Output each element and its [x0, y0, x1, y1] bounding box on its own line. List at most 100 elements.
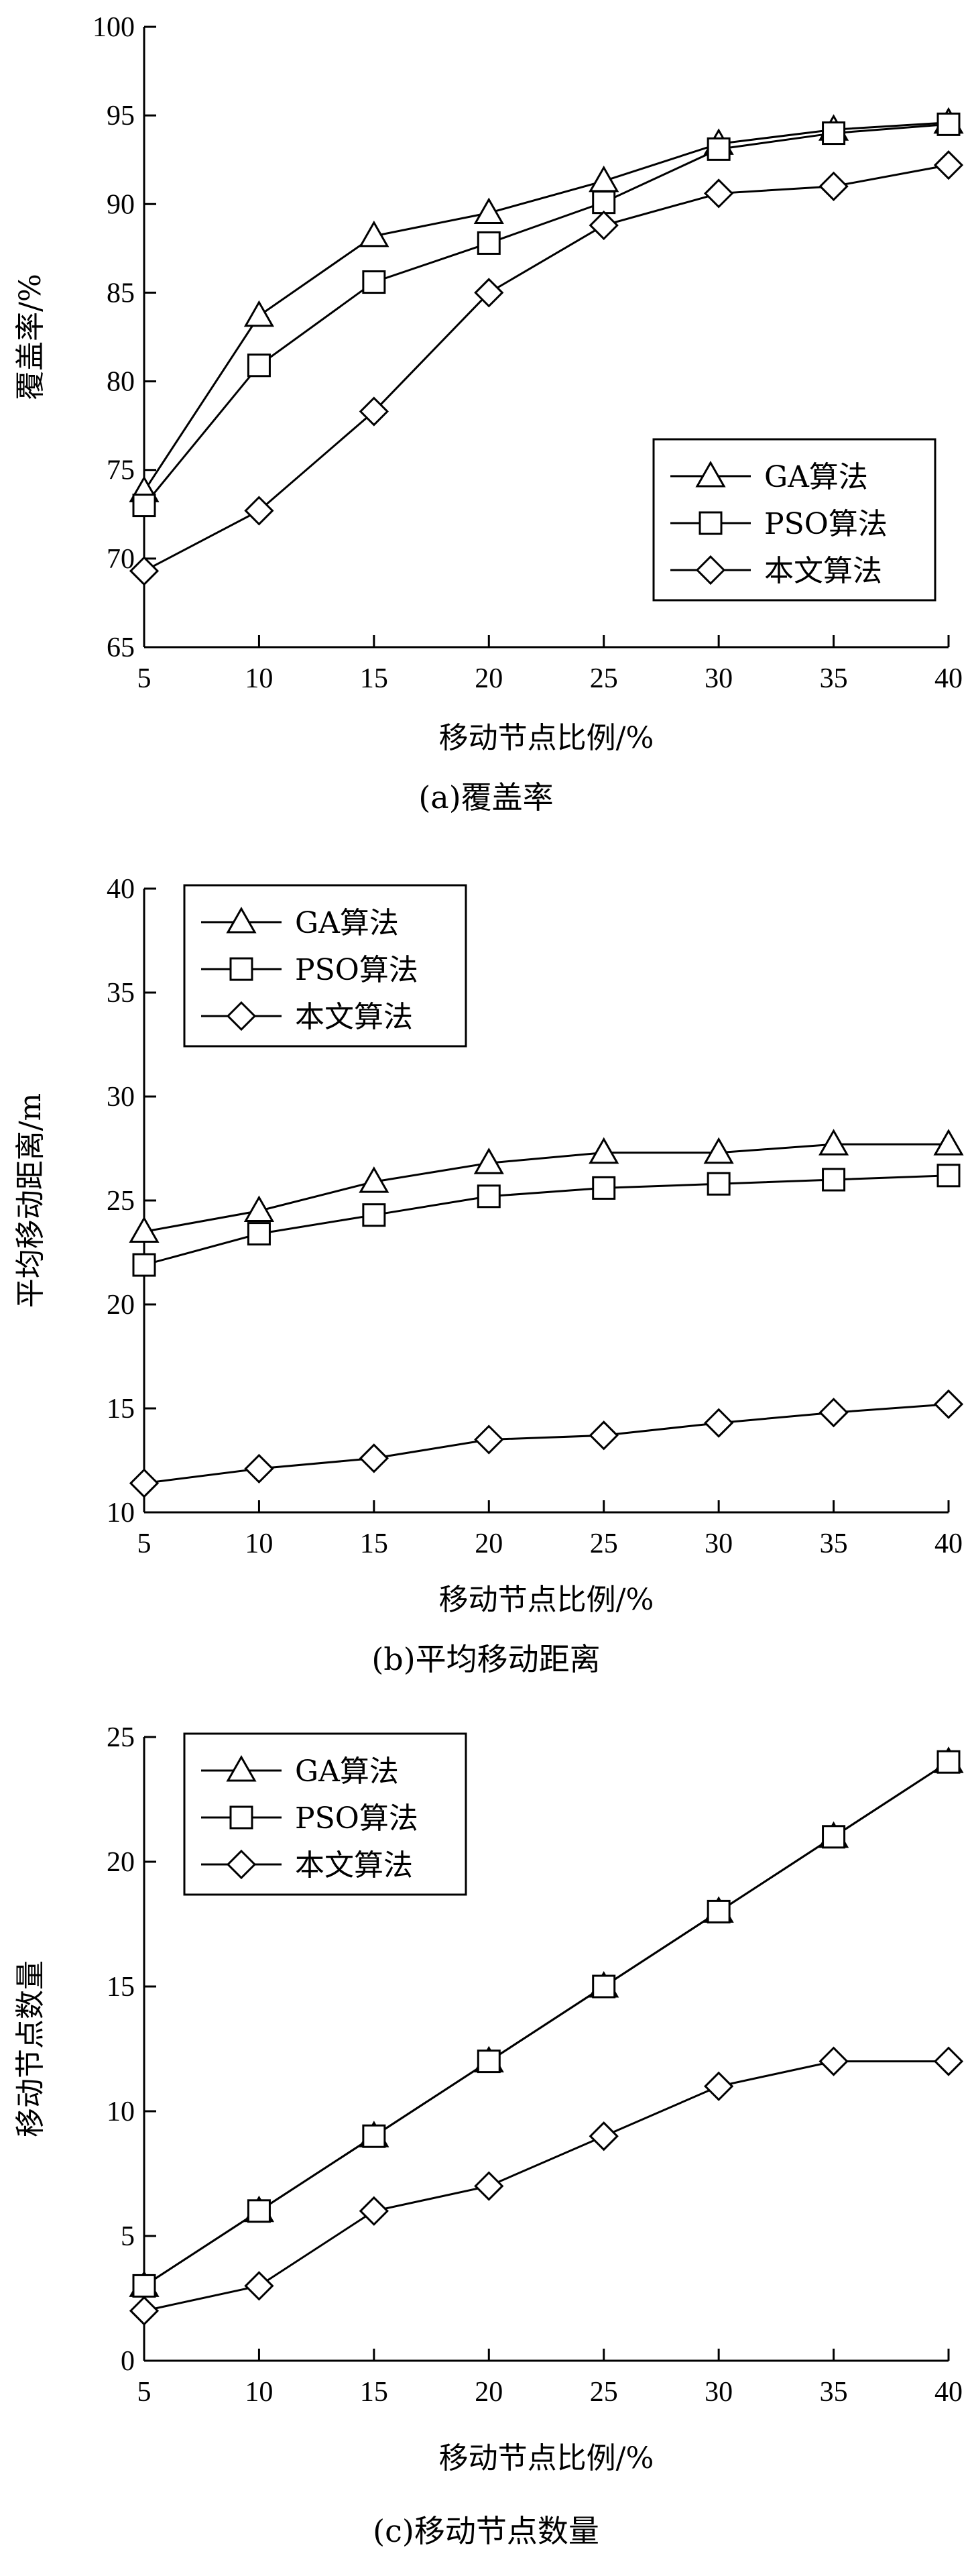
data-point-series-3	[474, 278, 504, 308]
legend-label: GA算法	[764, 460, 868, 494]
x-tick-label: 25	[590, 1528, 618, 1559]
data-point-series-2	[247, 353, 271, 378]
y-tick-label: 75	[107, 455, 135, 486]
data-point-series-2	[707, 137, 731, 161]
y-tick-label: 0	[121, 2346, 135, 2377]
data-point-series-2	[132, 494, 156, 518]
y-tick-label: 100	[93, 12, 135, 43]
y-tick-label: 90	[107, 189, 135, 220]
legend-label: PSO算法	[295, 1801, 418, 1836]
x-tick-label: 15	[360, 1528, 388, 1559]
x-tick-label: 30	[705, 663, 733, 694]
chart-caption: (c)移动节点数量	[373, 2513, 599, 2549]
x-tick-label: 30	[705, 1528, 733, 1559]
data-point-series-3	[359, 396, 389, 427]
data-point-series-1	[818, 1129, 849, 1156]
legend-marker	[226, 1849, 257, 1880]
y-tick-label: 15	[107, 1972, 135, 2003]
data-point-series-2	[707, 1172, 731, 1196]
data-point-series-3	[589, 1420, 619, 1451]
data-point-series-2	[247, 2199, 271, 2223]
chart-caption: (a)覆盖率	[418, 779, 553, 816]
data-point-series-3	[819, 1398, 849, 1428]
y-tick-label: 35	[107, 978, 135, 1009]
legend-marker	[226, 1754, 257, 1782]
data-point-series-3	[244, 1453, 274, 1484]
data-point-series-2	[592, 190, 616, 215]
y-axis-title: 平均移动距离/m	[13, 1093, 48, 1308]
y-axis-title: 移动节点数量	[13, 1960, 48, 2137]
data-point-series-3	[244, 2271, 274, 2301]
y-tick-label: 80	[107, 367, 135, 398]
y-tick-label: 40	[107, 874, 135, 905]
x-tick-label: 25	[590, 663, 618, 694]
legend-label: 本文算法	[764, 554, 882, 588]
data-point-series-2	[822, 1825, 846, 1849]
x-tick-label: 40	[934, 1528, 963, 1559]
legend-marker	[695, 555, 726, 585]
x-tick-label: 35	[820, 663, 848, 694]
x-tick-label: 20	[475, 2377, 503, 2408]
data-point-series-2	[477, 1184, 501, 1209]
x-tick-label: 5	[137, 2377, 151, 2408]
x-tick-label: 30	[705, 2377, 733, 2408]
legend-marker	[229, 1805, 253, 1830]
legend-marker	[229, 957, 253, 981]
x-axis-title: 移动节点比例/%	[439, 721, 654, 755]
data-point-series-1	[473, 197, 504, 224]
series-line-3	[143, 164, 949, 572]
series-line-2	[143, 1760, 949, 2287]
legend-marker	[695, 460, 726, 488]
data-point-series-2	[822, 121, 846, 146]
x-tick-label: 15	[360, 2377, 388, 2408]
data-point-series-3	[704, 1408, 734, 1438]
data-point-series-2	[936, 1750, 961, 1774]
x-tick-label: 10	[245, 1528, 273, 1559]
data-point-series-2	[477, 231, 501, 255]
legend-label: PSO算法	[295, 953, 418, 987]
data-point-series-3	[933, 1389, 964, 1419]
series-line-2	[143, 123, 949, 506]
x-tick-label: 40	[934, 2377, 963, 2408]
data-point-series-1	[473, 1147, 504, 1174]
x-tick-label: 5	[137, 1528, 151, 1559]
data-point-series-3	[704, 178, 734, 209]
y-tick-label: 15	[107, 1394, 135, 1424]
data-point-series-3	[704, 2071, 734, 2101]
data-point-series-3	[129, 2296, 160, 2326]
data-point-series-1	[933, 1129, 964, 1156]
legend-marker	[226, 1001, 257, 1031]
y-tick-label: 70	[107, 544, 135, 575]
data-point-series-1	[243, 1195, 275, 1222]
data-point-series-3	[129, 1468, 160, 1498]
y-tick-label: 5	[121, 2221, 135, 2252]
data-point-series-3	[474, 2171, 504, 2201]
data-point-series-2	[822, 1168, 846, 1192]
data-point-series-2	[132, 1253, 156, 1277]
data-point-series-1	[243, 300, 275, 327]
y-tick-label: 20	[107, 1847, 135, 1878]
data-point-series-2	[477, 2050, 501, 2074]
x-tick-label: 40	[934, 663, 963, 694]
x-tick-label: 10	[245, 2377, 273, 2408]
chart-caption: (b)平均移动距离	[371, 1641, 600, 1677]
legend-marker	[226, 906, 257, 934]
y-tick-label: 20	[107, 1290, 135, 1321]
series-line-1	[143, 1143, 949, 1233]
x-axis-title: 移动节点比例/%	[439, 1583, 654, 1617]
data-point-series-3	[933, 2046, 964, 2076]
y-tick-label: 25	[107, 1186, 135, 1217]
data-point-series-3	[474, 1424, 504, 1455]
data-point-series-2	[936, 1164, 961, 1188]
series-line-3	[143, 2060, 949, 2312]
data-point-series-1	[359, 220, 389, 247]
x-tick-label: 35	[820, 1528, 848, 1559]
data-point-series-2	[707, 1899, 731, 1923]
y-tick-label: 85	[107, 278, 135, 309]
data-point-series-2	[132, 2274, 156, 2298]
